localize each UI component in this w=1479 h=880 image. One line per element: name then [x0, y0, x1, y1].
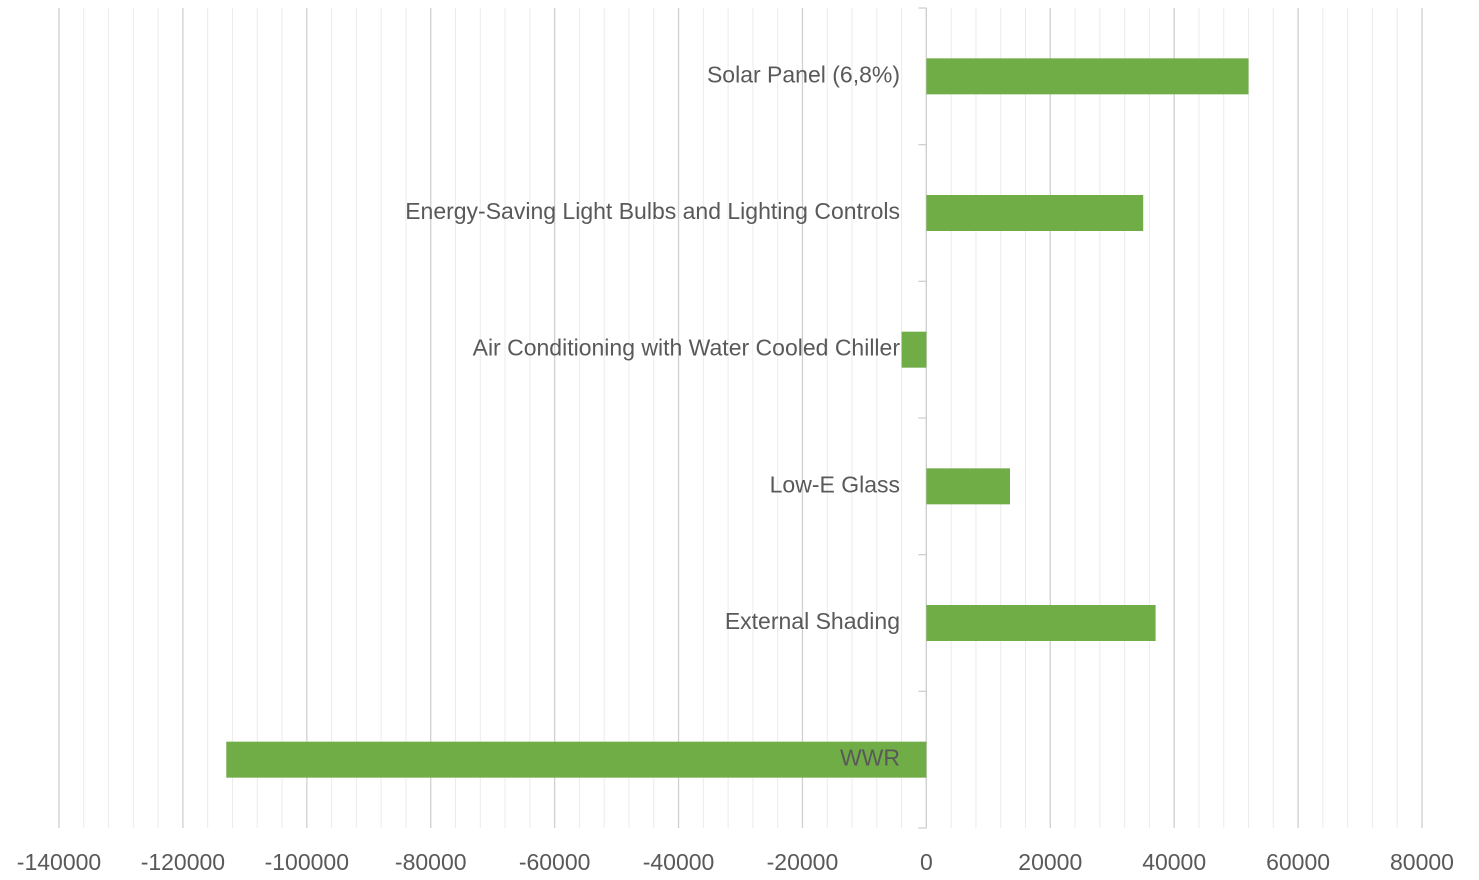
bar [926, 468, 1011, 505]
bar [926, 195, 1144, 231]
x-tick-label: -20000 [767, 849, 839, 875]
category-label: WWR [840, 745, 900, 771]
x-tick-label: 40000 [1142, 849, 1206, 875]
bar [226, 741, 927, 778]
x-tick-label: 60000 [1266, 849, 1330, 875]
bar [901, 331, 927, 368]
category-label: External Shading [725, 608, 900, 634]
x-tick-label: -120000 [141, 849, 225, 875]
bar [926, 58, 1249, 95]
category-label: Air Conditioning with Water Cooled Chill… [473, 335, 901, 361]
x-tick-label: 20000 [1018, 849, 1082, 875]
category-label: Solar Panel (6,8%) [707, 61, 900, 87]
x-tick-label: -140000 [17, 849, 101, 875]
category-label: Low-E Glass [770, 471, 900, 497]
x-tick-label: -60000 [519, 849, 591, 875]
x-tick-label: 80000 [1390, 849, 1454, 875]
x-tick-label: -80000 [395, 849, 467, 875]
x-tick-label: -100000 [265, 849, 349, 875]
bar [926, 605, 1156, 641]
x-tick-label: -40000 [643, 849, 715, 875]
category-label: Energy-Saving Light Bulbs and Lighting C… [405, 198, 900, 224]
x-tick-label: 0 [920, 849, 933, 875]
